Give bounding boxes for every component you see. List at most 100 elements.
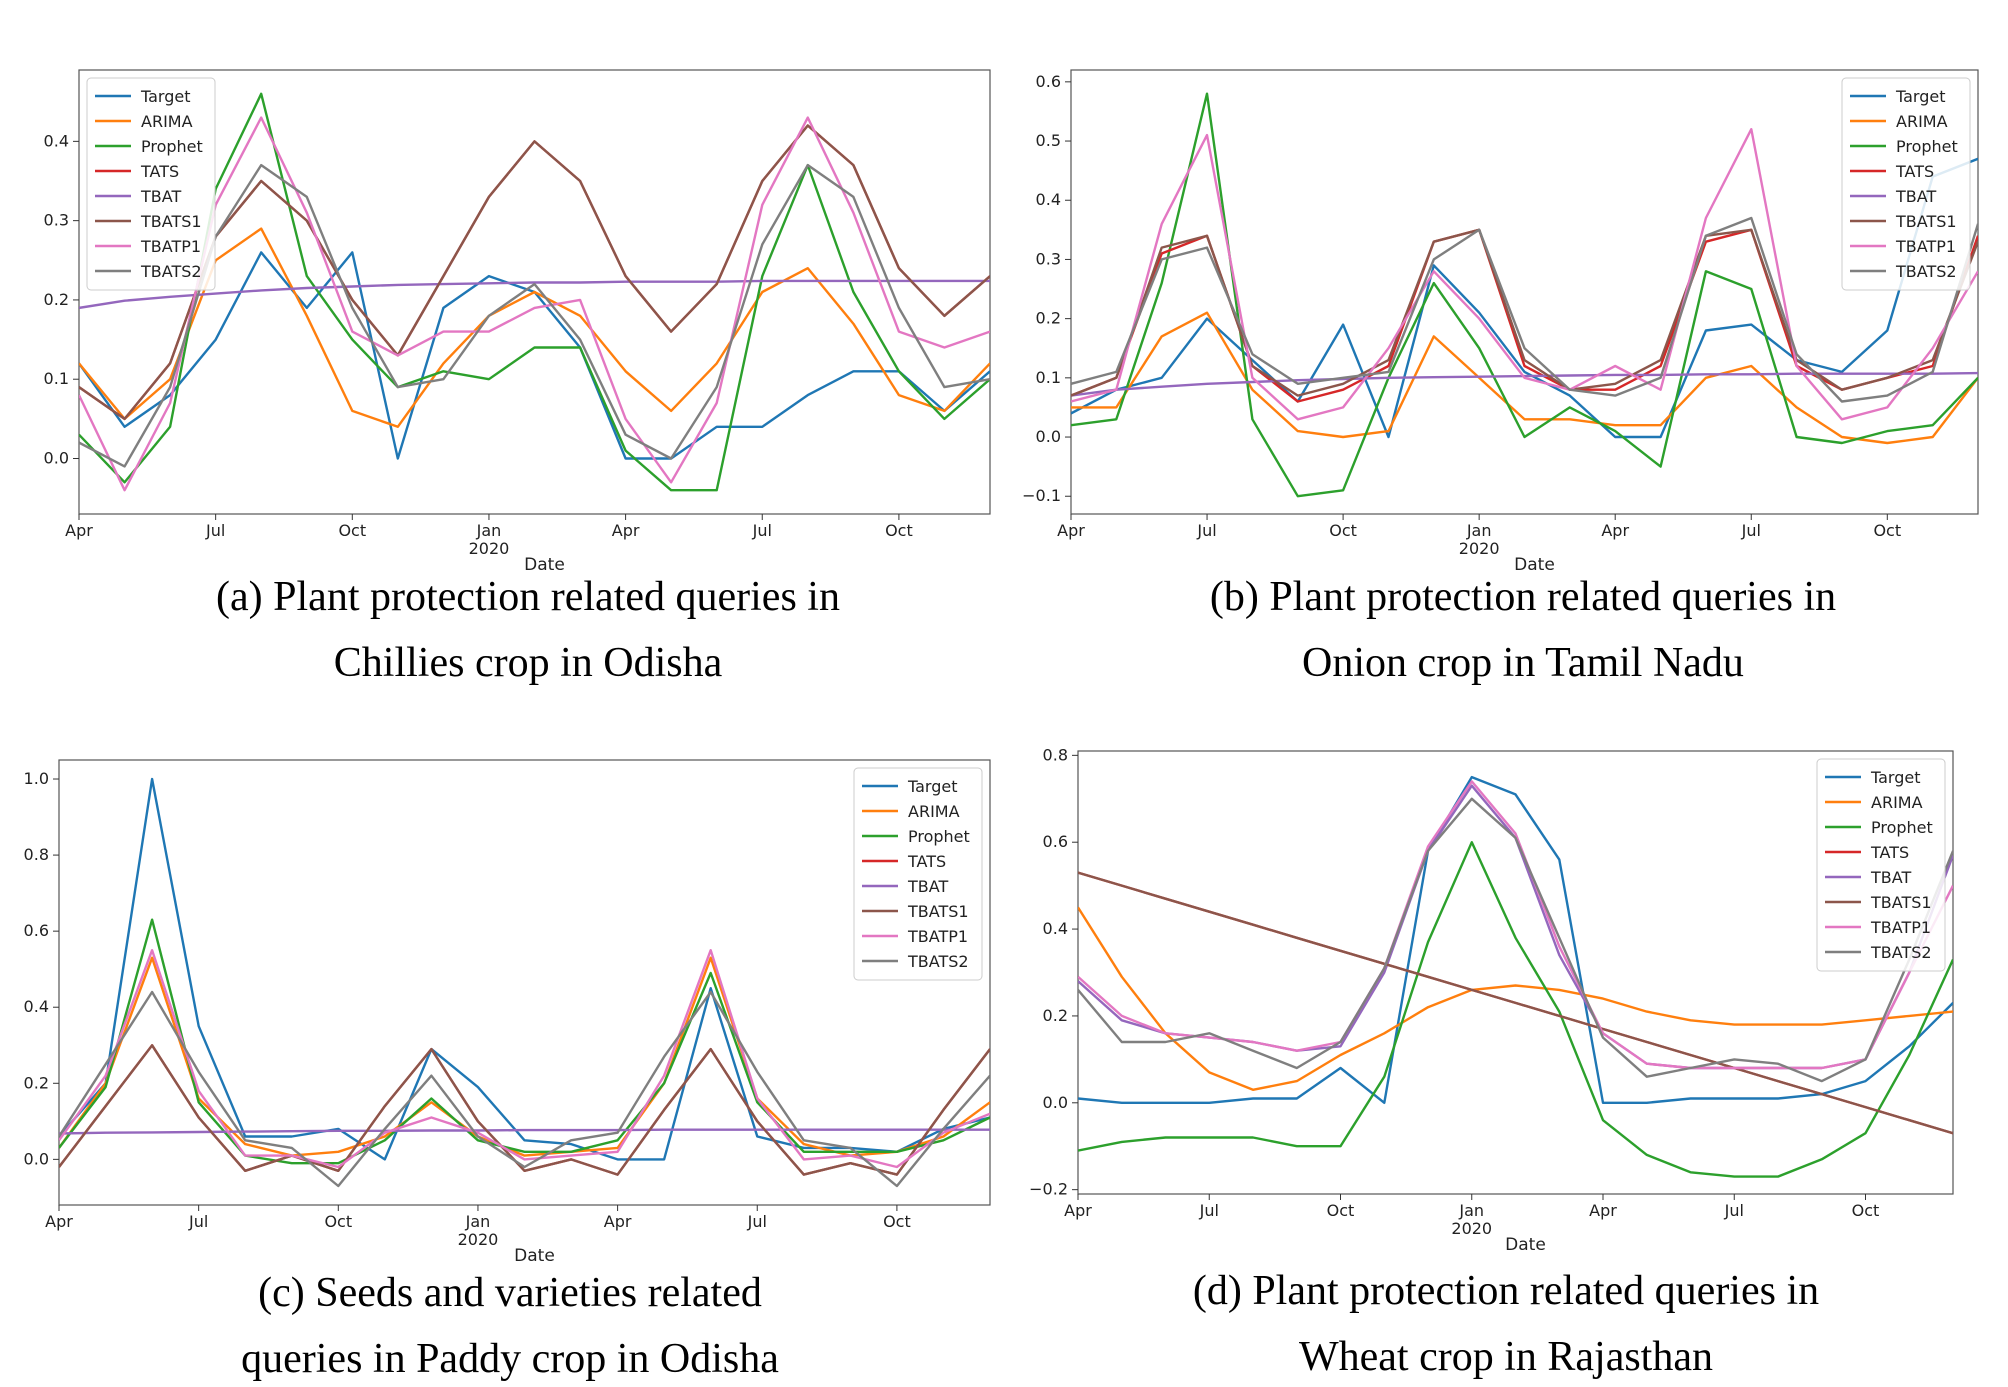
x-tick-label: Jul xyxy=(188,1212,208,1231)
y-tick-label: 0.2 xyxy=(24,1073,49,1092)
legend-label: ARIMA xyxy=(908,802,960,821)
legend-label: TATS xyxy=(1870,843,1909,862)
y-tick-label: 0.2 xyxy=(1036,309,1061,328)
figure-caption: (a) Plant protection related queries in xyxy=(216,574,840,620)
y-tick-label: 1.0 xyxy=(24,769,49,788)
x-year-label: 2020 xyxy=(1451,1219,1492,1238)
figure-caption: (d) Plant protection related queries in xyxy=(1193,1268,1819,1314)
y-tick-label: 0.6 xyxy=(1043,832,1068,851)
legend-label: Target xyxy=(140,87,191,106)
x-tick-label: Apr xyxy=(1589,1201,1617,1220)
x-tick-label: Jul xyxy=(1741,521,1761,540)
legend-box xyxy=(1841,77,1971,291)
x-tick-label: Apr xyxy=(612,521,640,540)
legend-label: Target xyxy=(1895,87,1946,106)
legend-label: TBATS1 xyxy=(1895,212,1957,231)
x-axis-label: Date xyxy=(524,555,565,575)
y-tick-label: 0.2 xyxy=(1043,1006,1068,1025)
y-tick-label: 0.6 xyxy=(24,921,49,940)
series-line-prophet xyxy=(79,92,990,492)
x-tick-label: Oct xyxy=(1873,521,1901,540)
series-line-tbat xyxy=(59,1128,990,1135)
legend: Target ARIMA Prophet TATS TBAT TBATS1 TBATP1 TB… xyxy=(1816,758,1946,972)
legend-label: TBATP1 xyxy=(140,237,201,256)
x-year-label: 2020 xyxy=(1459,539,1500,558)
series-line-tbats2 xyxy=(1078,797,1953,1083)
series-group xyxy=(59,777,990,1188)
y-tick-label: 0.5 xyxy=(1036,131,1061,150)
x-tick-label: Jul xyxy=(747,1212,767,1231)
figure-caption: Wheat crop in Rajasthan xyxy=(1299,1334,1713,1380)
y-tick-label: 0.8 xyxy=(24,845,49,864)
x-tick-label: Oct xyxy=(885,521,913,540)
series-line-tbats2 xyxy=(59,990,990,1188)
x-tick-label: Jul xyxy=(752,521,772,540)
y-tick-label: 0.4 xyxy=(1043,919,1068,938)
series-line-tbatp1 xyxy=(1071,127,1978,421)
series-group xyxy=(1078,775,1953,1178)
x-tick-label: Jul xyxy=(1199,1201,1219,1220)
y-tick-label: 0.4 xyxy=(24,997,49,1016)
chart-panel-3: −0.2 0.0 0.2 0.4 0.6 0.8 Apr Jul Oct Jan Apr Jul Oct… xyxy=(1029,745,1954,1380)
x-tick-label: Jul xyxy=(1196,521,1216,540)
plot-frame xyxy=(58,759,991,1206)
x-tick-label: Jan xyxy=(1466,521,1492,540)
x-tick-label: Oct xyxy=(338,521,366,540)
series-line-tbats1 xyxy=(79,124,990,421)
figure-caption: Chillies crop in Odisha xyxy=(334,640,723,686)
legend-label: TBAT xyxy=(140,187,181,206)
series-line-prophet xyxy=(1078,841,1953,1178)
legend-label: TBATS1 xyxy=(907,902,969,921)
series-line-tbats2 xyxy=(1071,216,1978,403)
x-tick-label: Jul xyxy=(1724,1201,1744,1220)
x-tick-label: Apr xyxy=(604,1212,632,1231)
legend-label: Prophet xyxy=(141,137,203,156)
y-tick-label: 0.3 xyxy=(1036,249,1061,268)
y-tick-label: −0.2 xyxy=(1029,1180,1068,1199)
x-tick-label: Oct xyxy=(1852,1201,1880,1220)
legend-label: Target xyxy=(1870,768,1921,787)
chart-panel-0: 0.0 0.1 0.2 0.3 0.4 Apr Jul Oct Jan Apr Jul Oct 2020… xyxy=(44,69,991,686)
series-line-target xyxy=(59,777,990,1161)
x-axis-label: Date xyxy=(1505,1235,1546,1255)
legend-label: TBATS1 xyxy=(1870,893,1932,912)
legend-label: TBATP1 xyxy=(1870,918,1931,937)
x-tick-label: Jul xyxy=(205,521,225,540)
legend-label: TATS xyxy=(907,852,946,871)
legend-label: TBAT xyxy=(1895,187,1936,206)
x-tick-label: Apr xyxy=(45,1212,73,1231)
legend-label: Prophet xyxy=(1871,818,1933,837)
series-line-tbats2 xyxy=(79,163,990,468)
chart-panel-2: 0.0 0.2 0.4 0.6 0.8 1.0 Apr Jul Oct Jan Apr Jul Oct 2… xyxy=(24,759,991,1382)
legend-label: ARIMA xyxy=(1871,793,1923,812)
y-tick-label: 0.0 xyxy=(24,1149,49,1168)
y-tick-label: 0.1 xyxy=(1036,368,1061,387)
series-line-arima xyxy=(79,227,990,428)
y-tick-label: 0.3 xyxy=(44,211,69,230)
legend-label: Target xyxy=(907,777,958,796)
x-tick-label: Jan xyxy=(465,1212,491,1231)
series-line-tbats1 xyxy=(59,1044,990,1176)
legend-label: TBATP1 xyxy=(1895,237,1956,256)
x-tick-label: Jan xyxy=(476,521,502,540)
x-axis-label: Date xyxy=(1514,555,1555,575)
series-line-tbatp1 xyxy=(59,949,990,1169)
legend-label: TBATS2 xyxy=(1895,262,1957,281)
x-axis-label: Date xyxy=(514,1246,555,1266)
figure-caption: (c) Seeds and varieties related xyxy=(258,1270,762,1316)
chart-panel-1: −0.1 0.0 0.1 0.2 0.3 0.4 0.5 0.6 Apr Jul Oct Jan Apr… xyxy=(1022,69,1979,686)
x-year-label: 2020 xyxy=(458,1230,499,1249)
legend-box xyxy=(853,767,983,981)
legend-label: TBATS2 xyxy=(1870,943,1932,962)
legend-label: Prophet xyxy=(1896,137,1958,156)
legend: Target ARIMA Prophet TATS TBAT TBATS1 TBATP1 TB… xyxy=(853,767,983,981)
legend-label: ARIMA xyxy=(1896,112,1948,131)
y-tick-label: −0.1 xyxy=(1022,486,1061,505)
legend-label: TBAT xyxy=(1870,868,1911,887)
y-tick-label: 0.2 xyxy=(44,290,69,309)
series-line-prophet xyxy=(1071,92,1978,498)
legend-label: TATS xyxy=(140,162,179,181)
series-line-tbatp1 xyxy=(79,116,990,492)
series-line-tbat xyxy=(79,279,990,310)
plot-frame xyxy=(1077,750,1954,1195)
